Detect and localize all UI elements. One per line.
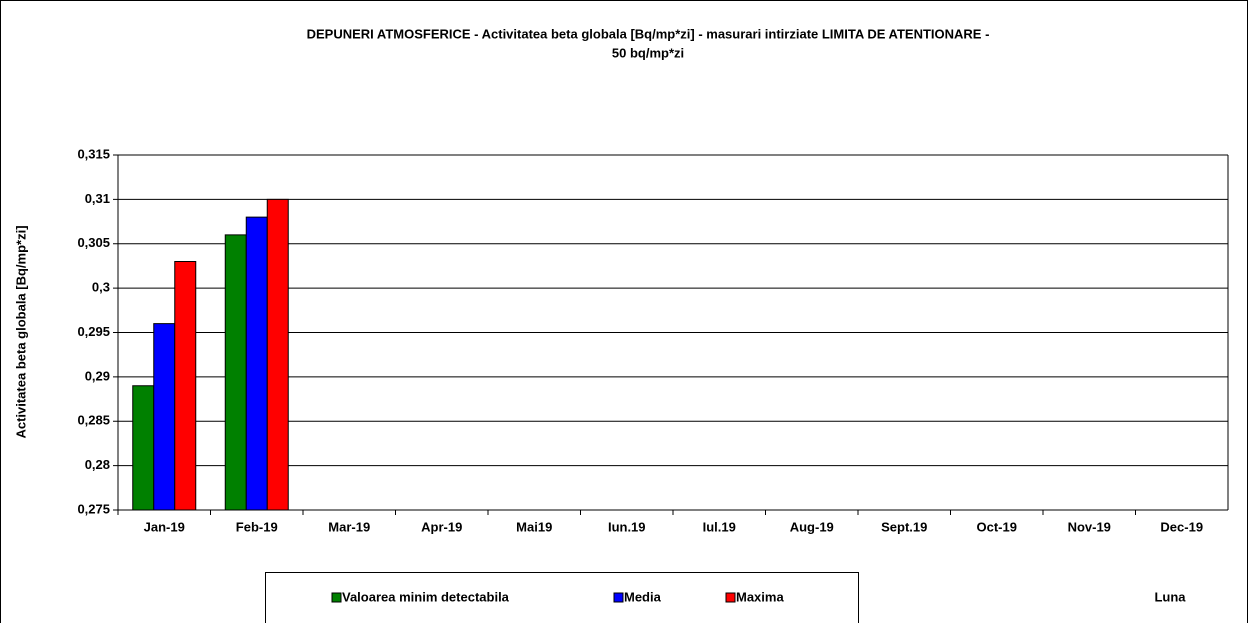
- legend: [265, 572, 859, 623]
- legend-label: Maxima: [736, 589, 784, 604]
- chart-title: 50 bq/mp*zi: [612, 45, 684, 60]
- bar: [132, 385, 155, 511]
- bar: [266, 198, 289, 511]
- x-tick-label: Nov-19: [1068, 519, 1111, 534]
- x-tick-label: Dec-19: [1160, 519, 1203, 534]
- bar: [174, 261, 197, 511]
- x-tick-label: Oct-19: [977, 519, 1017, 534]
- y-tick-label: 0,295: [77, 324, 110, 339]
- x-axis-label: Luna: [1154, 589, 1186, 604]
- x-tick-label: Mar-19: [328, 519, 370, 534]
- y-axis-label: Activitatea beta globala [Bq/mp*zi]: [13, 225, 28, 438]
- y-tick-label: 0,3: [92, 280, 110, 295]
- x-tick-label: Iul.19: [703, 519, 736, 534]
- bar: [245, 216, 268, 511]
- legend-swatch: [725, 592, 736, 603]
- chart-title: DEPUNERI ATMOSFERICE - Activitatea beta …: [307, 26, 990, 41]
- x-tick-label: Mai19: [516, 519, 552, 534]
- x-tick-label: Apr-19: [421, 519, 462, 534]
- y-tick-label: 0,315: [77, 146, 110, 161]
- legend-label: Valoarea minim detectabila: [342, 589, 510, 604]
- y-tick-label: 0,28: [85, 457, 110, 472]
- y-tick-label: 0,285: [77, 413, 110, 428]
- x-tick-label: Iun.19: [608, 519, 646, 534]
- y-tick-label: 0,275: [77, 501, 110, 516]
- legend-swatch: [613, 592, 624, 603]
- bar: [153, 323, 176, 511]
- legend-label: Media: [624, 589, 662, 604]
- y-tick-label: 0,305: [77, 235, 110, 250]
- x-tick-label: Sept.19: [881, 519, 927, 534]
- x-tick-label: Jan-19: [144, 519, 185, 534]
- legend-swatch: [331, 592, 342, 603]
- y-tick-label: 0,29: [85, 368, 110, 383]
- x-tick-label: Aug-19: [790, 519, 834, 534]
- x-tick-label: Feb-19: [236, 519, 278, 534]
- y-tick-label: 0,31: [85, 191, 110, 206]
- bar: [224, 234, 247, 511]
